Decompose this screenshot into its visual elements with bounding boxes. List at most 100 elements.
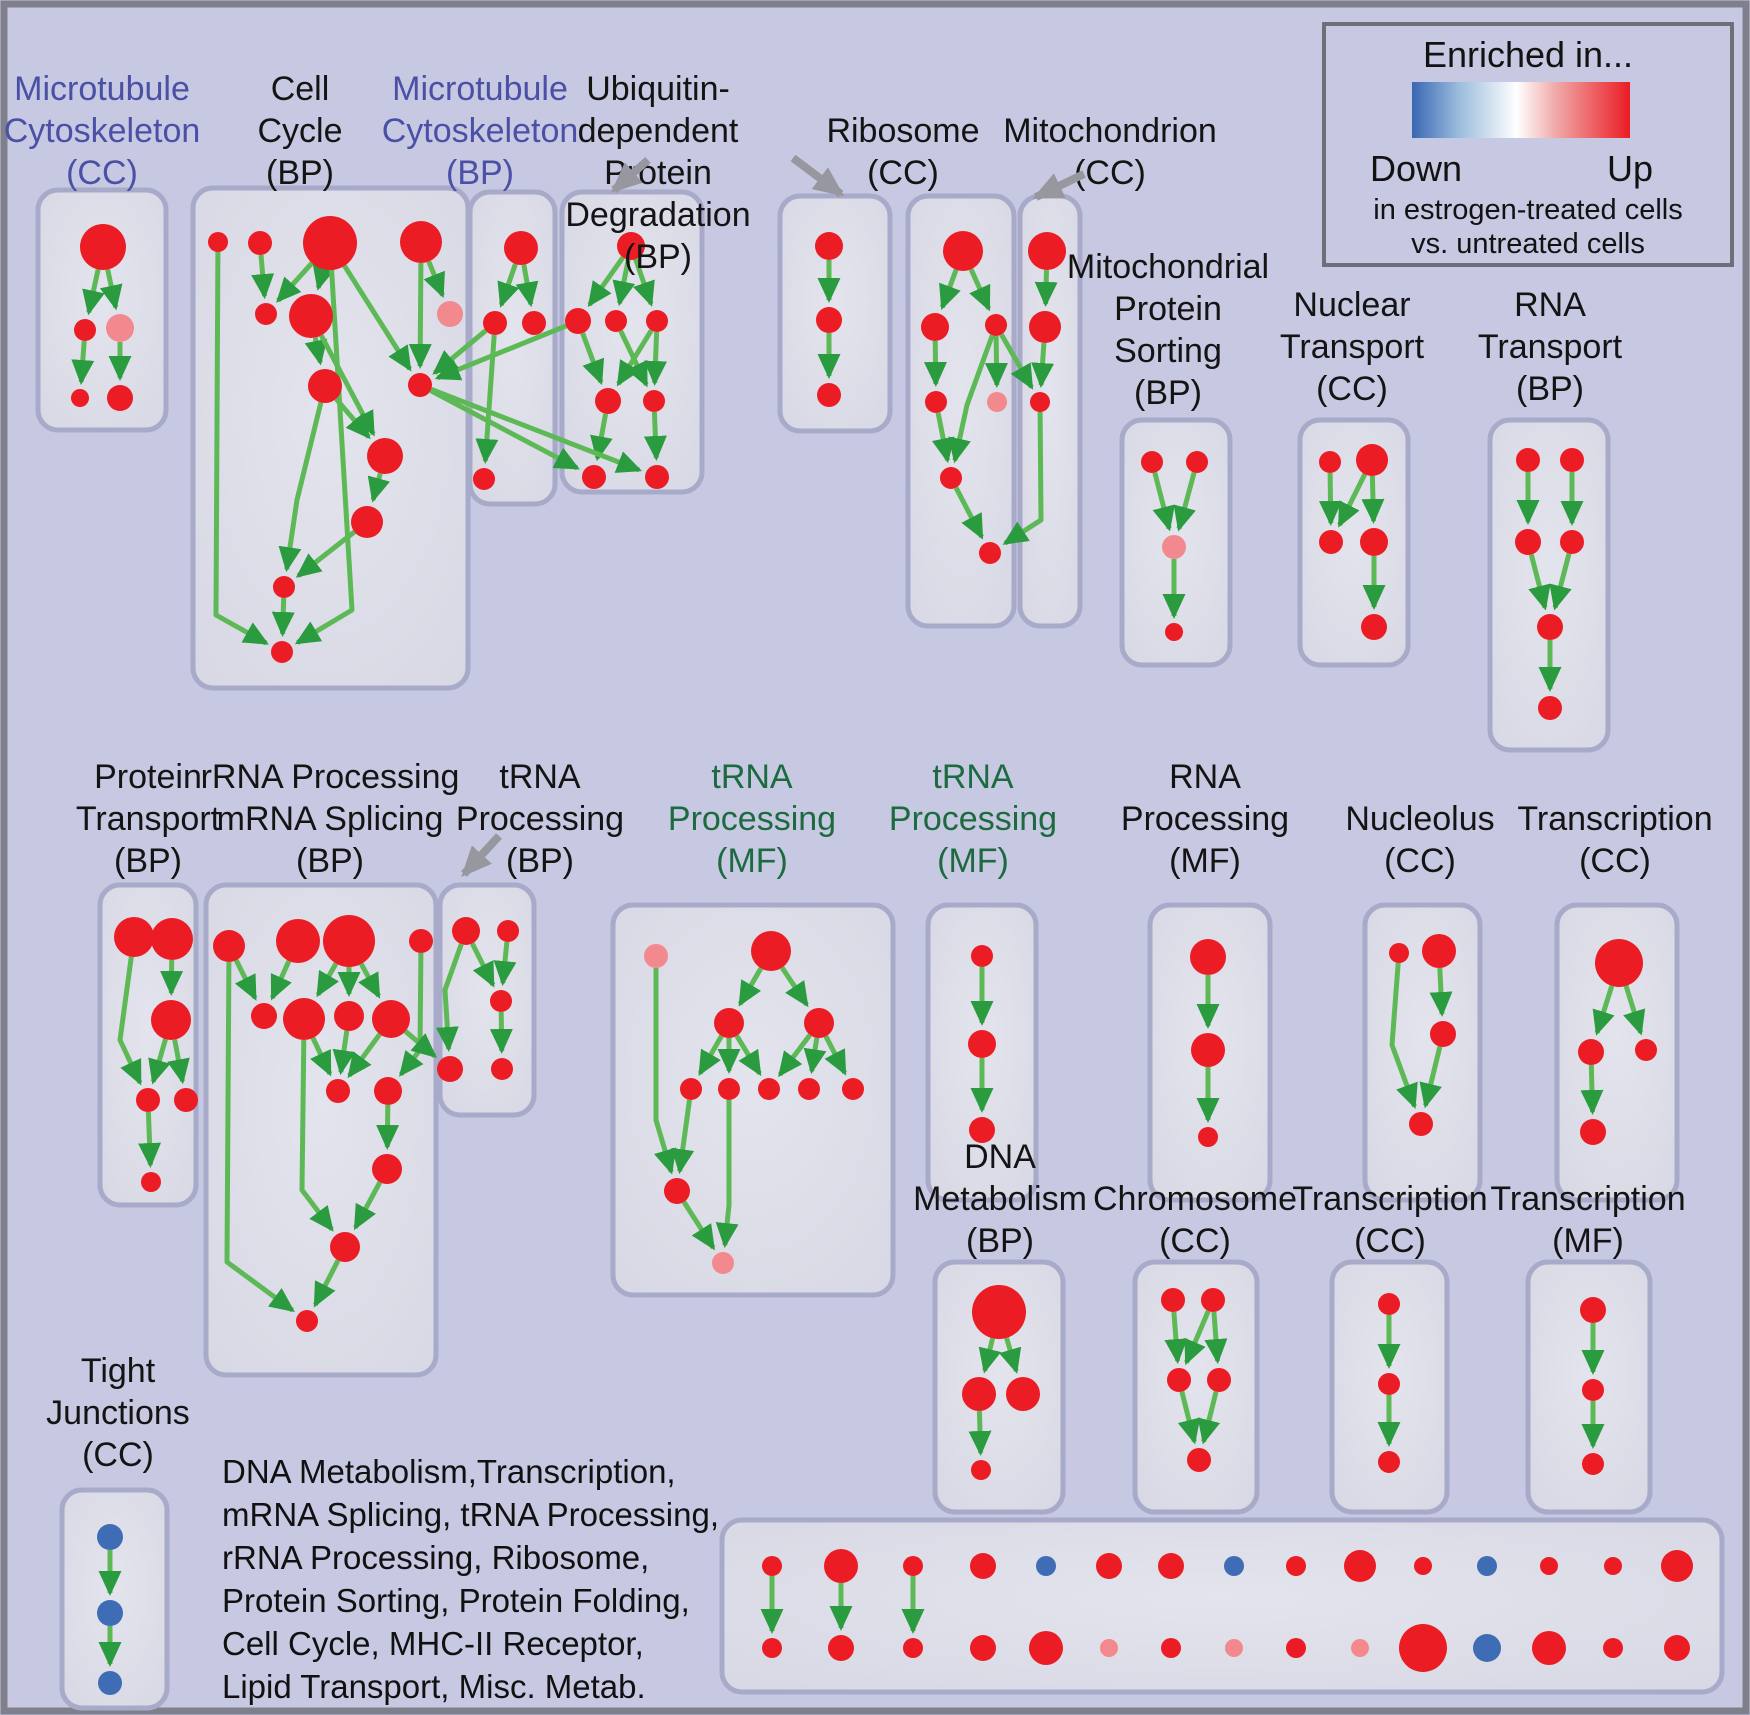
graph-node — [1399, 1624, 1447, 1672]
graph-node — [1560, 530, 1584, 554]
graph-node — [969, 1117, 995, 1143]
graph-edge — [1031, 342, 1055, 388]
graph-node — [968, 1030, 996, 1058]
graph-edge — [948, 334, 995, 464]
labels-layer: Microtubule Cytoskeleton (CC) Cell Cycle (BP)… — [4, 70, 1713, 1474]
graph-node — [151, 918, 193, 960]
graph-node — [136, 1088, 160, 1112]
graph-node — [943, 231, 983, 271]
graph-node — [174, 1088, 198, 1112]
cluster-box-tight-junctions-cc — [59, 1487, 170, 1711]
graph-node — [1603, 1638, 1623, 1658]
graph-edge — [515, 264, 539, 308]
graph-node — [940, 467, 962, 489]
misc-text-line: Lipid Transport, Misc. Metab. — [222, 1668, 646, 1705]
edges-layer — [71, 251, 1646, 1667]
cluster-label-rna-transport-bp: RNA Transport (BP) — [1478, 286, 1623, 408]
graph-node — [1515, 529, 1541, 555]
graph-node — [970, 1635, 996, 1661]
graph-edge — [315, 962, 339, 998]
graph-node — [1595, 939, 1643, 987]
graph-edge — [1419, 1046, 1443, 1109]
cluster-box-nuclear-transport-cc — [1297, 417, 1411, 668]
graph-node — [1100, 1639, 1118, 1657]
graph-node — [308, 369, 342, 403]
callout-arrow — [1032, 170, 1086, 201]
graph-edge — [587, 255, 625, 308]
misc-text-line: DNA Metabolism,Transcription, — [222, 1453, 676, 1490]
misc-text-line: Protein Sorting, Protein Folding, — [222, 1582, 690, 1619]
graph-node — [1319, 530, 1343, 554]
graph-edge — [999, 1337, 1022, 1374]
graph-node — [903, 1556, 923, 1576]
graph-node — [1477, 1556, 1497, 1576]
graph-edge — [803, 1037, 827, 1075]
cross-cluster-edge — [429, 388, 580, 471]
graph-node — [326, 1079, 350, 1103]
graph-node — [1158, 1553, 1184, 1579]
graph-edge — [643, 411, 667, 461]
graph-node — [643, 390, 665, 412]
graph-node — [804, 1008, 834, 1038]
cluster-label-microtubule-cc: Microtubule Cytoskeleton (CC) — [4, 70, 201, 192]
graph-node — [925, 391, 947, 413]
graph-edge — [823, 1035, 848, 1076]
graph-edge — [117, 956, 143, 1086]
graph-edge — [82, 268, 105, 316]
graph-edge — [1318, 472, 1342, 526]
graph-node — [1578, 1039, 1604, 1065]
cluster-box-nucleolus-cc — [1362, 902, 1483, 1203]
graph-node — [437, 1056, 463, 1082]
misc-text-line: mRNA Splicing, tRNA Processing, — [222, 1496, 720, 1533]
graph-node — [208, 232, 228, 252]
graph-node — [98, 1671, 122, 1695]
graph-edge — [697, 1034, 724, 1077]
graph-node — [1560, 448, 1584, 472]
graph-node — [1029, 311, 1061, 343]
cluster-label-ubiquitin-left: Ubiquitin-dependent Protein Degradation (BP… — [565, 70, 750, 276]
graph-node — [1351, 1639, 1369, 1657]
graph-node — [1096, 1553, 1122, 1579]
graph-edge — [978, 1337, 1002, 1374]
graph-edge — [1361, 475, 1385, 524]
graph-edge — [99, 268, 123, 311]
graph-node — [842, 1078, 864, 1100]
graph-node — [712, 1252, 734, 1274]
graph-node — [970, 1553, 996, 1579]
graph-node — [595, 388, 621, 414]
graph-node — [1532, 1631, 1566, 1665]
graph-node — [1198, 1127, 1218, 1147]
graph-node — [644, 944, 668, 968]
graph-node — [1207, 1368, 1231, 1392]
cross-cluster-edge — [999, 333, 1034, 390]
cluster-label-transcription-mf: Transcription (MF) — [1490, 1180, 1685, 1260]
graph-node — [251, 1003, 277, 1029]
cluster-label-protein-transport-bp: Protein Transport (BP) — [76, 758, 221, 880]
graph-node — [437, 301, 463, 327]
cross-cluster-edge — [434, 323, 567, 381]
graph-edge — [312, 1259, 341, 1308]
graph-edge — [470, 942, 496, 988]
graph-edge — [358, 962, 381, 999]
graph-edge — [737, 967, 764, 1007]
graph-node — [664, 1178, 690, 1204]
graph-node — [408, 373, 432, 397]
graph-node — [987, 392, 1007, 412]
graph-node — [1473, 1634, 1501, 1662]
graph-node — [815, 232, 843, 260]
graph-edge — [224, 961, 295, 1313]
graph-node — [296, 1310, 318, 1332]
graph-edge — [590, 413, 613, 462]
graph-edge — [497, 263, 520, 308]
graph-node — [289, 294, 333, 338]
graph-edge — [953, 486, 984, 540]
graph-edge — [148, 1038, 171, 1085]
graph-node — [409, 929, 433, 953]
graph-node — [718, 1078, 740, 1100]
graph-edge — [167, 1039, 190, 1085]
graph-edge — [299, 1039, 334, 1232]
graph-edge — [353, 1181, 383, 1231]
graph-node — [1537, 614, 1563, 640]
graph-edge — [1177, 1390, 1201, 1445]
